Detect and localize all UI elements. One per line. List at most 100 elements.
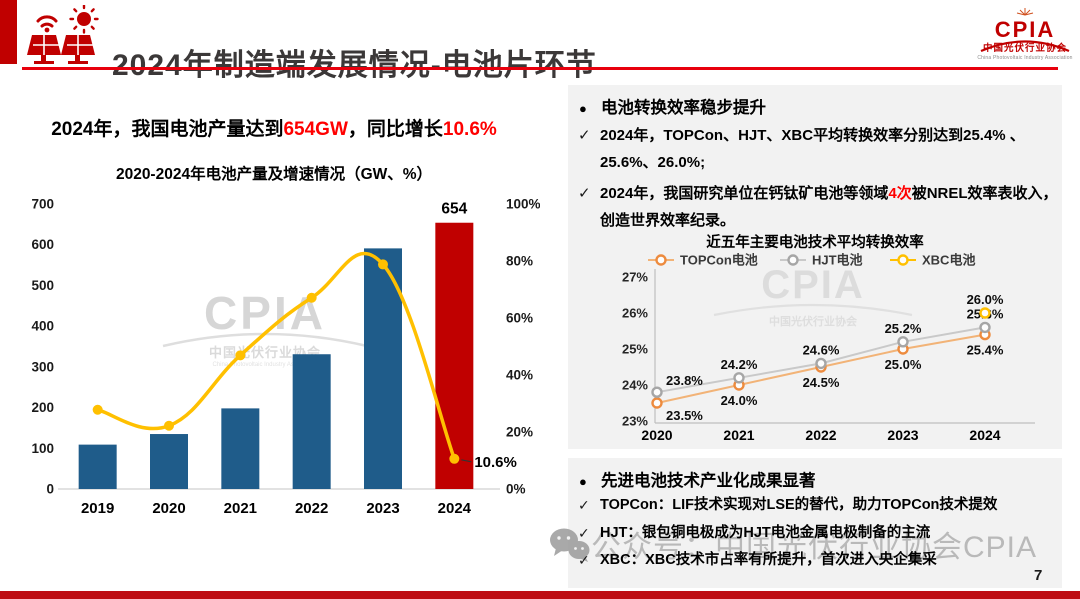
check-icon: ✓ bbox=[578, 127, 591, 144]
wechat-watermark: 公众号：中国光伏行业协会CPIA bbox=[549, 527, 1069, 565]
right-axis-tick: 0% bbox=[506, 482, 526, 497]
bullet-icon: ● bbox=[579, 474, 587, 489]
x-axis-label: 2023 bbox=[887, 427, 918, 443]
bottom-red-bar bbox=[0, 591, 1080, 599]
check-item: ✓ XBC：XBC技术市占率有所提升，首次进入央企集采 bbox=[578, 548, 1062, 574]
data-label: 24.2% bbox=[721, 357, 758, 372]
watermark-swoosh bbox=[713, 303, 913, 317]
section1-heading: ● 电池转换效率稳步提升 bbox=[568, 85, 1062, 118]
x-axis-label: 2024 bbox=[969, 427, 1000, 443]
logo-acronym: CPIA bbox=[994, 17, 1056, 42]
legend-item-TOPCon电池: TOPCon电池 bbox=[648, 253, 758, 268]
title-underline bbox=[22, 67, 1058, 70]
check-icon: ✓ bbox=[578, 497, 590, 513]
x-axis-label: 2019 bbox=[81, 500, 114, 517]
watermark-en: China Photovoltaic Industry Association bbox=[212, 362, 318, 368]
growth-marker-2021 bbox=[235, 350, 246, 361]
left-axis-tick: 100 bbox=[31, 441, 54, 456]
right-axis-tick: 40% bbox=[506, 368, 533, 383]
bar-2022 bbox=[292, 354, 331, 489]
section2-heading-text: 先进电池技术产业化成果显著 bbox=[601, 472, 816, 490]
marker-HJT电池-2020 bbox=[651, 386, 663, 398]
section1-heading-text: 电池转换效率稳步提升 bbox=[601, 99, 766, 117]
chart1-title: 2020-2024年电池产量及增速情况（GW、%） bbox=[115, 166, 433, 183]
check-icon: ✓ bbox=[578, 552, 590, 568]
left-axis-tick: 0 bbox=[46, 482, 54, 497]
label-leader-line bbox=[461, 459, 472, 463]
cpia-chart-watermark: CPIA 中国光伏行业协会 China Photovoltaic Industr… bbox=[152, 290, 378, 368]
legend-marker bbox=[787, 254, 799, 266]
cpia-chart2-watermark: CPIA 中国光伏行业协会 bbox=[698, 265, 928, 328]
bullet-icon: ● bbox=[579, 101, 587, 116]
check-item: ✓ 2024年，TOPCon、HJT、XBC平均转换效率分别达到25.4% 、25… bbox=[578, 122, 1062, 176]
watermark-acronym: CPIA bbox=[761, 263, 865, 307]
text-run: 2024年，我国电池产量达到 bbox=[51, 119, 284, 140]
marker-HJT电池-2024 bbox=[979, 321, 991, 334]
logo-en-name: China Photovoltaic Industry Association bbox=[977, 54, 1073, 61]
section2-heading: ● 先进电池技术产业化成果显著 bbox=[568, 458, 1062, 491]
bar-2019 bbox=[78, 444, 117, 489]
cpia-logo: CPIA 中国光伏行业协会 China Photovoltaic Industr… bbox=[977, 4, 1073, 61]
marker-HJT电池-2022 bbox=[815, 357, 827, 370]
page-number: 7 bbox=[1034, 567, 1043, 584]
check-item: ✓ HJT：银包铜电极成为HJT电池金属电极制备的主流 bbox=[578, 521, 1062, 547]
page-title: 2024年制造端发展情况-电池片环节 bbox=[112, 49, 597, 83]
x-axis-label: 2021 bbox=[224, 500, 257, 517]
data-label: 24.6% bbox=[803, 342, 840, 357]
bar-2021 bbox=[221, 408, 260, 489]
left-axis-tick: 200 bbox=[31, 400, 54, 415]
x-axis-label: 2021 bbox=[723, 427, 754, 443]
growth-marker-2020 bbox=[164, 420, 174, 431]
data-label: 25.0% bbox=[885, 357, 922, 372]
legend-item-XBC电池: XBC电池 bbox=[890, 253, 975, 268]
section1-items: ✓ 2024年，TOPCon、HJT、XBC平均转换效率分别达到25.4% 、25… bbox=[568, 122, 1062, 234]
bar-2020 bbox=[150, 434, 188, 489]
check-item-text: 2024年，TOPCon、HJT、XBC平均转换效率分别达到25.4% 、25.… bbox=[600, 127, 1025, 171]
data-label: 24.0% bbox=[721, 393, 758, 408]
headline: 2024年，我国电池产量达到654GW，同比增长10.6% bbox=[25, 114, 523, 141]
marker-TOPCon电池-2020 bbox=[651, 397, 663, 409]
marker-HJT电池-2021 bbox=[733, 372, 745, 384]
growth-marker-2019 bbox=[92, 404, 103, 415]
data-label: 26.0% bbox=[967, 292, 1004, 307]
data-label: 25.4% bbox=[967, 343, 1004, 358]
growth-marker-2022 bbox=[306, 292, 317, 303]
y-axis-tick: 23% bbox=[622, 414, 648, 429]
left-axis-tick: 500 bbox=[31, 278, 54, 293]
y-axis-tick: 26% bbox=[622, 306, 648, 321]
x-axis-label: 2022 bbox=[805, 427, 836, 443]
y-axis-tick: 24% bbox=[622, 378, 648, 393]
right-axis-tick: 60% bbox=[506, 311, 533, 326]
check-item: ✓ TOPCon：LIF技术实现对LSE的替代，助力TOPCon技术提效 bbox=[578, 493, 1062, 519]
watermark-cn: 中国光伏行业协会 bbox=[769, 316, 857, 328]
growth-marker-2023 bbox=[378, 259, 388, 270]
efficiency-panel: ● 电池转换效率稳步提升 ✓ 2024年，TOPCon、HJT、XBC平均转换效率… bbox=[568, 85, 1062, 449]
header-red-tab bbox=[0, 0, 17, 64]
production-growth-chart: 0 100 200 300 400 500 600 700 0% 20% 40% 60% 80% 100%… bbox=[31, 197, 540, 518]
marker-HJT电池-2023 bbox=[897, 336, 909, 348]
efficiency-chart: 23% 24% 25% 26% 27% 2020 2021 2022 2023 2024 TOPCo… bbox=[622, 253, 1035, 443]
check-item-text: TOPCon：LIF技术实现对LSE的替代，助力TOPCon技术提效 bbox=[600, 497, 998, 513]
logo-cn-name: 中国光伏行业协会 bbox=[982, 43, 1067, 54]
bar-2023 bbox=[364, 248, 402, 489]
x-axis-label: 2023 bbox=[366, 500, 399, 517]
highlight-text: 654GW bbox=[283, 119, 348, 140]
text-run: ，同比增长 bbox=[347, 119, 443, 140]
left-axis-tick: 300 bbox=[31, 359, 54, 374]
right-axis-tick: 80% bbox=[506, 254, 533, 269]
bar-value-label: 654 bbox=[441, 201, 467, 218]
left-axis-tick: 400 bbox=[31, 319, 54, 334]
section2-items: ✓ TOPCon：LIF技术实现对LSE的替代，助力TOPCon技术提效 ✓ HJT：… bbox=[568, 493, 1062, 574]
line-value-label: 10.6% bbox=[474, 454, 517, 471]
check-item-text: XBC：XBC技术市占率有所提升，首次进入央企集采 bbox=[600, 552, 937, 568]
y-axis-tick: 27% bbox=[622, 270, 648, 285]
legend-label: XBC电池 bbox=[922, 253, 975, 268]
wechat-icon bbox=[550, 528, 590, 562]
data-label: 23.5% bbox=[666, 408, 703, 423]
industrialization-panel: ● 先进电池技术产业化成果显著 ✓ TOPCon：LIF技术实现对LSE的替代，助… bbox=[568, 458, 1062, 588]
check-icon: ✓ bbox=[578, 524, 590, 541]
y-axis-tick: 25% bbox=[622, 342, 648, 357]
chart2-title: 近五年主要电池技术平均转换效率 bbox=[706, 235, 924, 251]
x-axis-label: 2020 bbox=[641, 427, 672, 443]
legend-label: HJT电池 bbox=[812, 253, 863, 268]
